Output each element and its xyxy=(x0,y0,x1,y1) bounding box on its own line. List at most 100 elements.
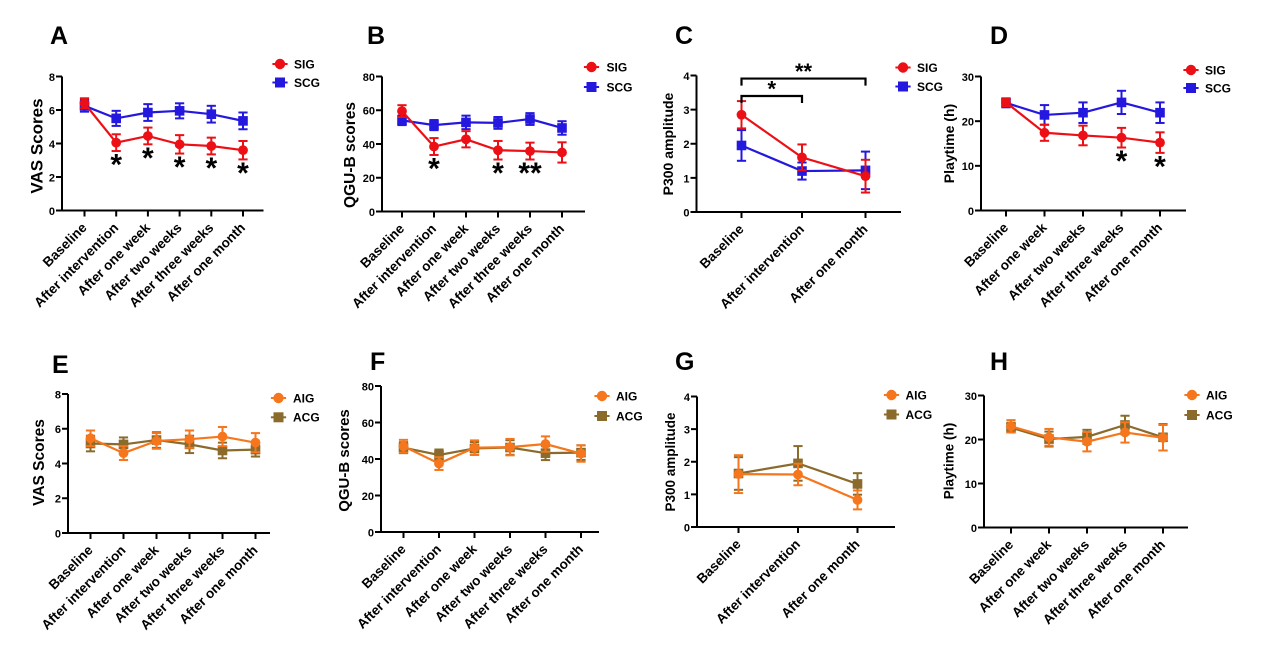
y-axis-title: Playtime (h) xyxy=(942,423,957,500)
series-SIG xyxy=(79,97,248,161)
legend-item-ACG: ACG xyxy=(270,411,320,425)
data-point-SCG-4 xyxy=(525,114,535,124)
y-tick-label: 8 xyxy=(49,72,55,84)
data-point-SIG-4 xyxy=(206,141,217,151)
data-point-ACG-4 xyxy=(540,448,551,458)
legend-item-SCG: SCG xyxy=(895,80,943,94)
y-tick-label: 4 xyxy=(49,139,56,151)
series-line-ACG xyxy=(90,438,256,452)
data-point-SIG-0 xyxy=(397,106,407,116)
legend-marker-SIG xyxy=(274,58,286,70)
data-point-SCG-2 xyxy=(143,107,153,118)
data-point-AIG-5 xyxy=(250,437,261,448)
legend-label: SCG xyxy=(607,80,633,94)
significance-bracket: * xyxy=(740,76,804,103)
legend-label: AIG xyxy=(1206,388,1227,402)
series-SIG xyxy=(1001,97,1165,154)
data-point-AIG-0 xyxy=(398,441,409,452)
x-tick-label: Baseline xyxy=(694,536,744,586)
y-axis-title: VAS Scores xyxy=(28,98,47,193)
data-point-SCG-0 xyxy=(736,140,747,151)
significance-asterisk: * xyxy=(1116,145,1128,178)
panel-letter: F xyxy=(370,348,385,376)
panel-letter: D xyxy=(990,22,1008,50)
data-point-AIG-0 xyxy=(733,469,744,480)
legend-label: SIG xyxy=(917,61,938,75)
data-point-SCG-3 xyxy=(493,118,503,128)
panel-letter: B xyxy=(367,22,385,50)
legend-item-AIG: AIG xyxy=(1184,388,1227,402)
data-point-SCG-3 xyxy=(174,106,185,116)
data-point-AIG-5 xyxy=(576,448,586,459)
legend-label: SIG xyxy=(607,60,628,74)
data-point-SCG-5 xyxy=(238,116,248,126)
y-axis-title: VAS Scores xyxy=(31,419,48,506)
data-point-AIG-4 xyxy=(540,439,551,449)
legend-label: SIG xyxy=(1205,63,1226,77)
y-tick-label: 40 xyxy=(363,139,375,151)
y-tick-label: 80 xyxy=(362,381,374,393)
legend-label: ACG xyxy=(293,411,320,425)
y-tick-label: 80 xyxy=(363,72,375,84)
legend-item-SCG: SCG xyxy=(272,76,320,90)
series-SIG xyxy=(736,100,871,194)
y-tick-label: 1 xyxy=(683,173,689,185)
y-tick-label: 0 xyxy=(683,207,689,219)
y-tick-label: 20 xyxy=(962,117,974,129)
legend-marker-ACG xyxy=(1187,410,1197,420)
data-point-ACG-1 xyxy=(434,450,444,460)
data-point-SIG-2 xyxy=(860,171,871,182)
legend-marker-AIG xyxy=(1186,389,1198,401)
legend-item-SCG: SCG xyxy=(583,80,633,94)
y-tick-label: 0 xyxy=(968,206,974,218)
legend-marker-SCG xyxy=(586,82,597,92)
y-tick-label: 2 xyxy=(49,172,55,184)
data-point-SIG-0 xyxy=(79,98,90,109)
y-axis-title: P300 amplitude xyxy=(660,92,676,195)
series-line-AIG xyxy=(90,435,256,455)
legend-C: SIG SCG xyxy=(895,61,943,94)
legend-label: SIG xyxy=(294,57,315,71)
y-tick-label: 3 xyxy=(684,425,690,437)
legend-label: SCG xyxy=(1205,81,1231,95)
y-tick-label: 4 xyxy=(55,459,62,471)
series-ACG xyxy=(85,431,261,460)
y-tick-label: 2 xyxy=(683,139,689,151)
legend-B: SIG SCG xyxy=(583,60,633,94)
data-point-SCG-2 xyxy=(461,117,471,128)
data-point-AIG-2 xyxy=(469,442,480,453)
y-tick-label: 30 xyxy=(965,391,977,403)
y-tick-label: 6 xyxy=(55,424,61,436)
data-point-AIG-4 xyxy=(1158,432,1168,443)
legend-marker-AIG xyxy=(886,389,897,401)
series-SCG xyxy=(79,98,248,131)
legend-H: AIG ACG xyxy=(1184,388,1233,422)
y-tick-label: 4 xyxy=(683,71,690,83)
data-point-SCG-2 xyxy=(1078,107,1088,118)
y-tick-label: 20 xyxy=(362,491,374,503)
y-axis-title: QGU-B scores xyxy=(342,102,359,208)
data-point-SIG-1 xyxy=(797,152,807,163)
data-point-SCG-0 xyxy=(397,115,407,126)
data-point-SCG-1 xyxy=(429,120,439,130)
data-point-SIG-0 xyxy=(1001,97,1011,108)
y-tick-label: 0 xyxy=(55,528,61,540)
significance-asterisk: * xyxy=(428,152,440,185)
data-point-AIG-4 xyxy=(217,431,228,442)
data-point-SCG-4 xyxy=(206,109,217,119)
y-tick-label: 20 xyxy=(965,435,977,447)
data-point-AIG-2 xyxy=(151,436,162,446)
series-AIG xyxy=(733,454,863,511)
y-axis-title: Playtime (h) xyxy=(941,104,957,183)
data-point-AIG-2 xyxy=(852,495,863,505)
data-point-ACG-1 xyxy=(118,439,129,450)
y-tick-label: 60 xyxy=(363,106,375,118)
legend-label: AIG xyxy=(293,391,314,405)
